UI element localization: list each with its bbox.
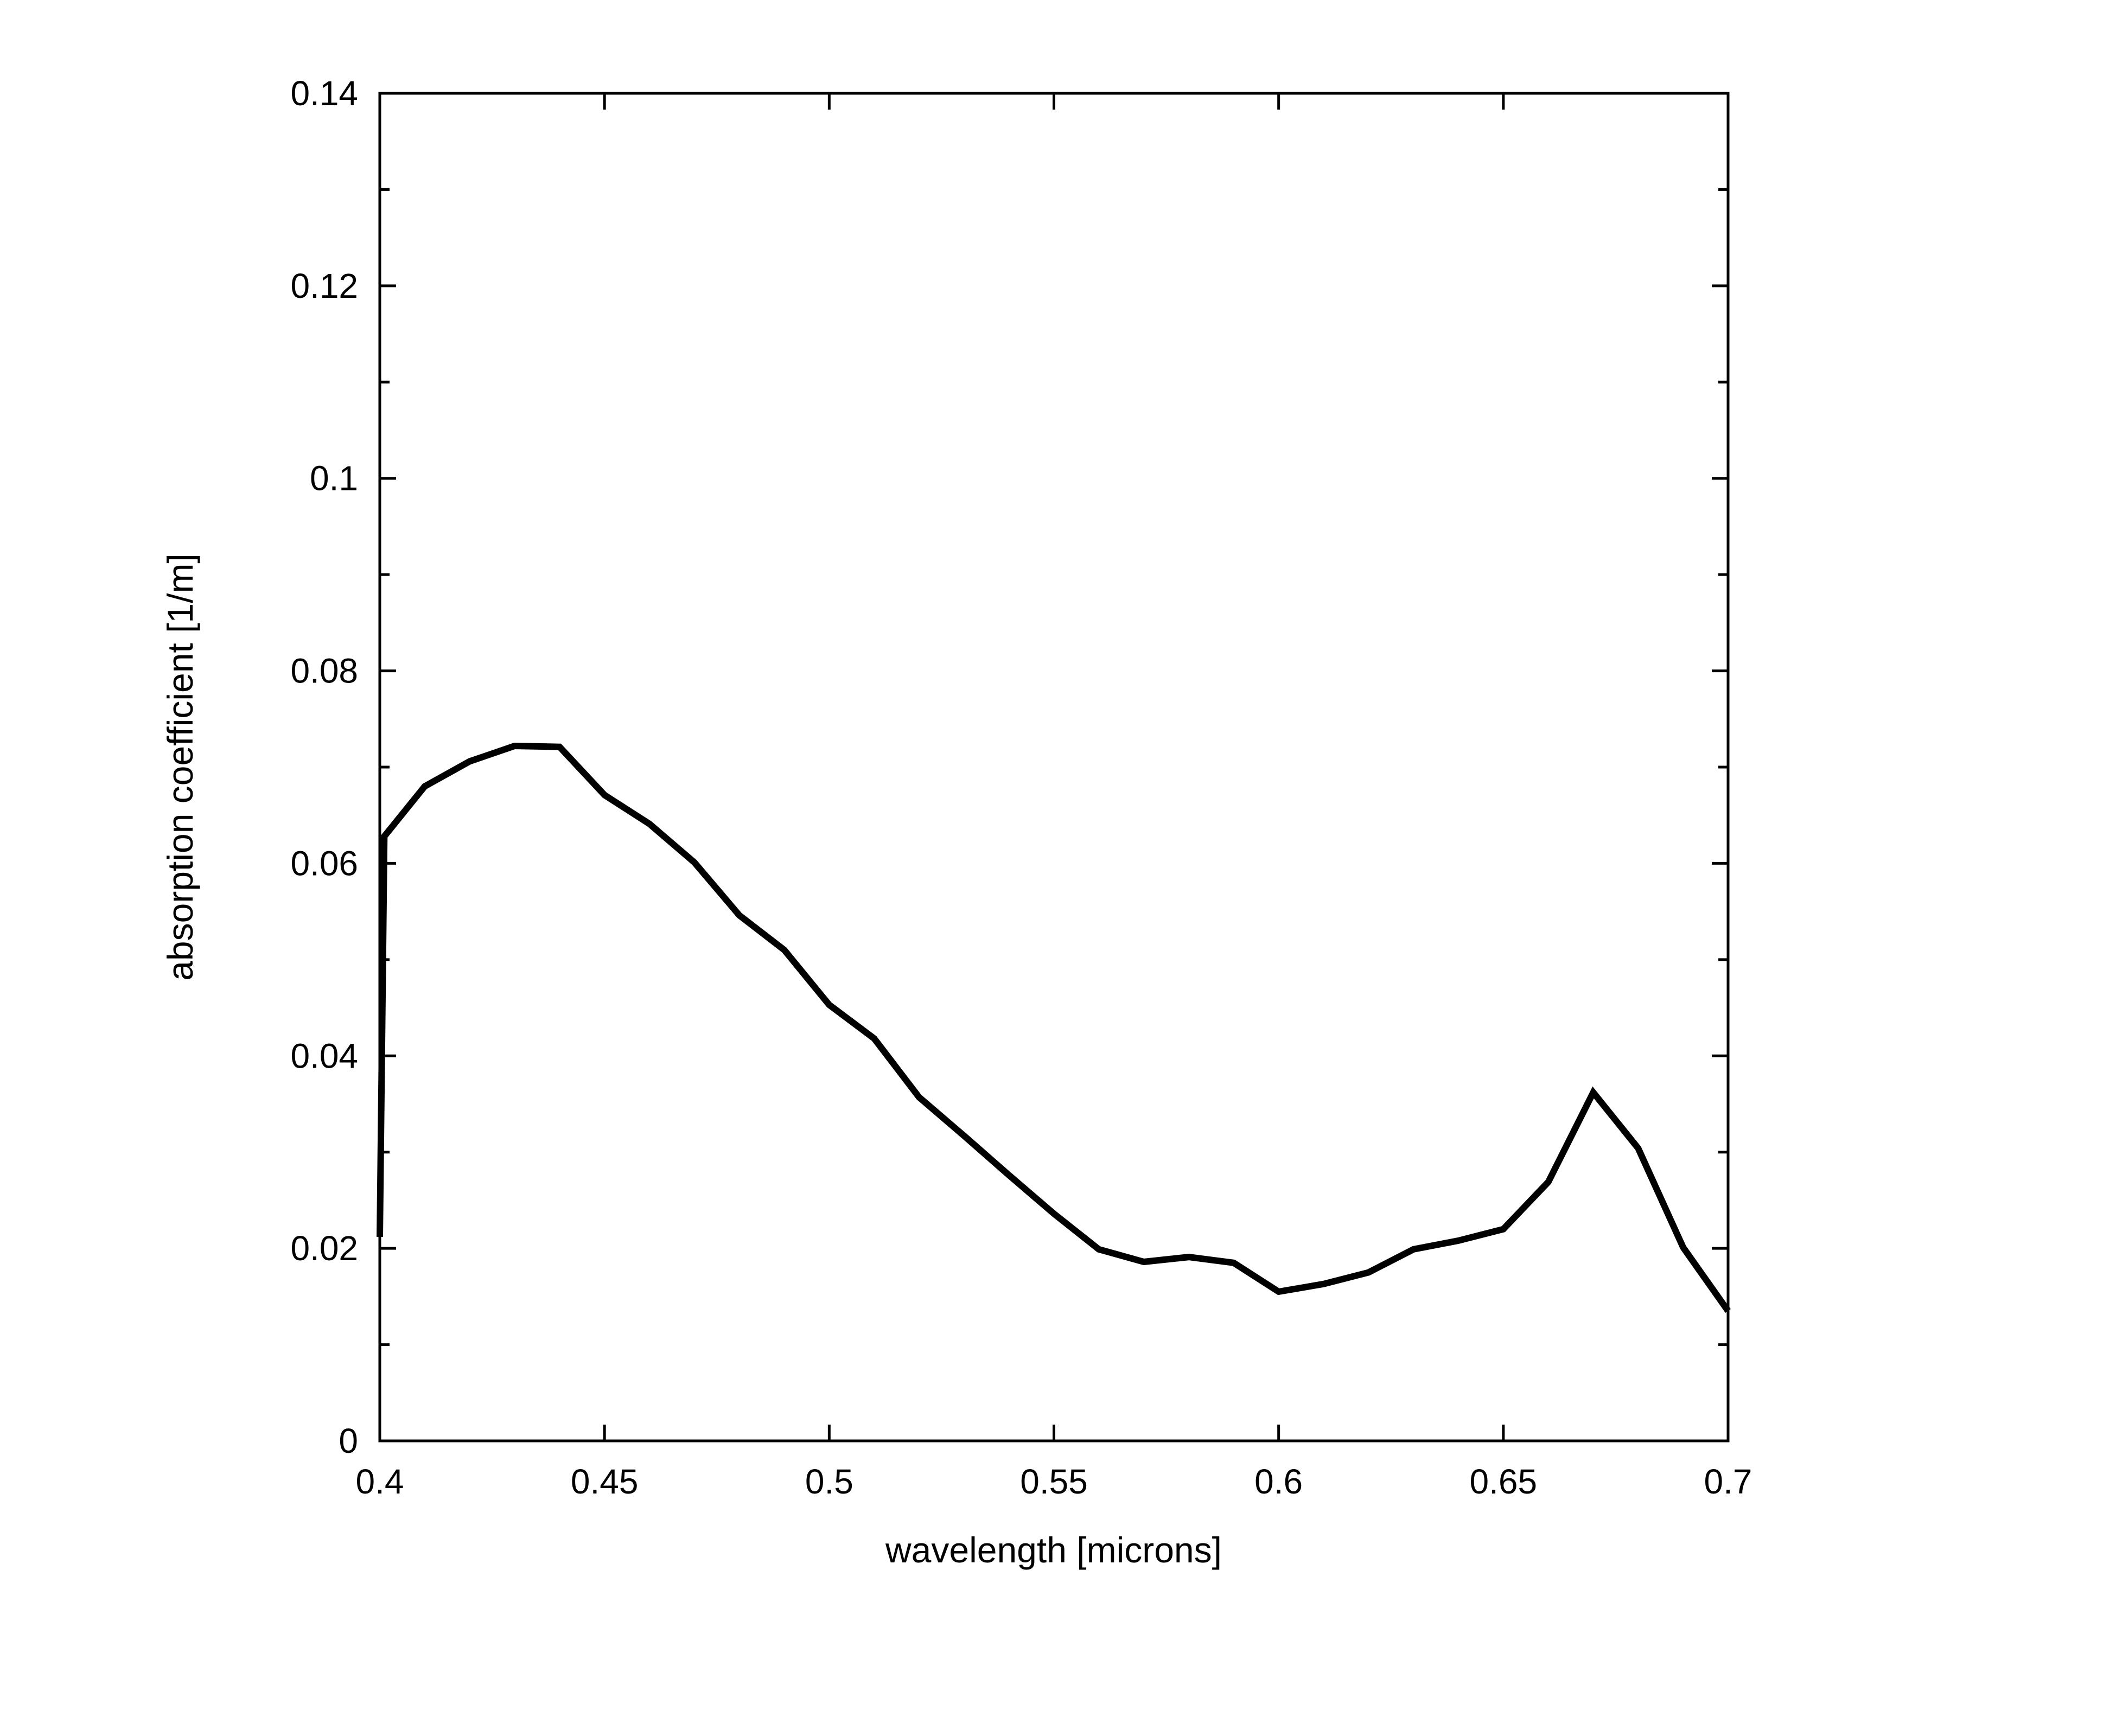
y-tick-label: 0.12: [290, 266, 358, 305]
x-tick-label: 0.65: [1470, 1462, 1538, 1501]
x-tick-label: 0.45: [571, 1462, 639, 1501]
y-tick-label: 0.1: [310, 459, 358, 498]
x-tick-label: 0.55: [1020, 1462, 1088, 1501]
y-tick-label: 0.02: [290, 1229, 358, 1268]
x-tick-label: 0.5: [805, 1462, 853, 1501]
y-tick-label: 0.04: [290, 1036, 358, 1075]
x-axis-label: wavelength [microns]: [885, 1530, 1222, 1570]
labels-layer: 0.4 0.45 0.5 0.55 0.6 0.65 0.7 0 0.02 0.04 0.06 0.0…: [290, 74, 1752, 1501]
y-tick-label: 0.14: [290, 74, 358, 113]
x-tick-label: 0.4: [356, 1462, 404, 1501]
y-tick-label: 0: [339, 1421, 358, 1460]
series-line: [377, 742, 1731, 1313]
y-tick-label: 0.08: [290, 652, 358, 691]
series-layer: [377, 742, 1731, 1313]
x-tick-label: 0.7: [1704, 1462, 1752, 1501]
plot-frame: [378, 92, 1730, 1443]
x-tick-label: 0.6: [1254, 1462, 1303, 1501]
y-tick-label: 0.06: [290, 844, 358, 883]
y-axis-label: absorption coefficient [1/m]: [160, 553, 200, 981]
